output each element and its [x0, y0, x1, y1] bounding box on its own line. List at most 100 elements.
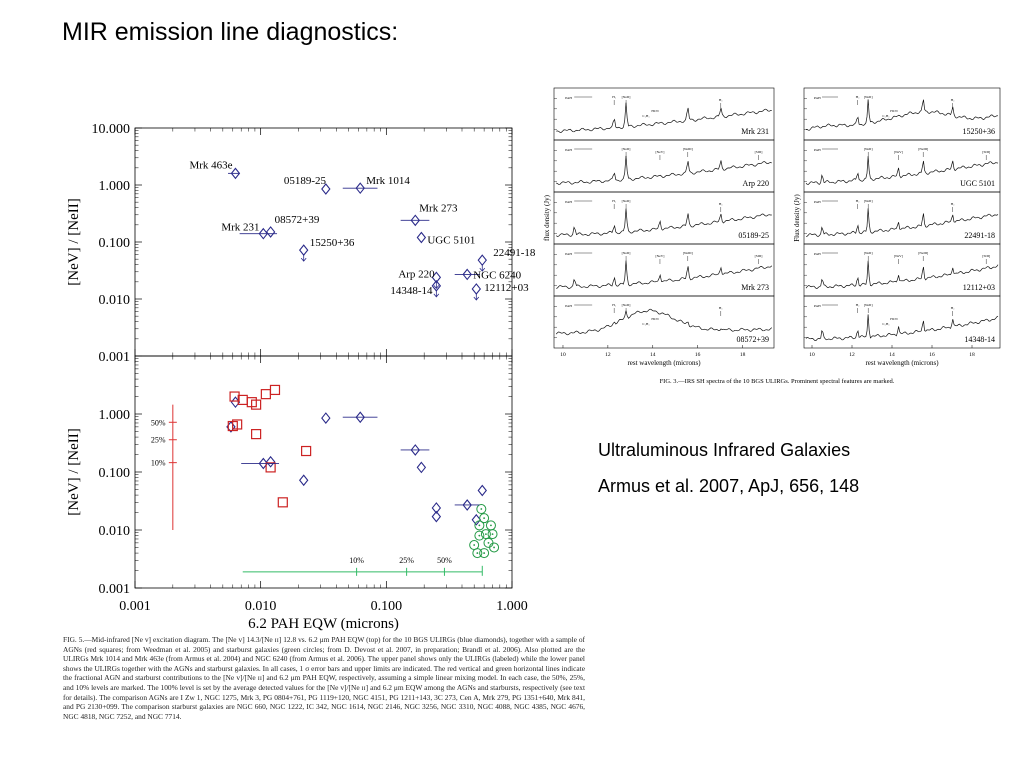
square-marker [251, 399, 262, 410]
starburst-level-label: 50% [437, 556, 452, 565]
feature-label: [SIII] [755, 150, 763, 154]
circle-marker-dot [483, 552, 486, 554]
x-axis-label: 6.2 PAH EQW (microns) [248, 616, 399, 632]
feature-label: PAH [814, 304, 821, 308]
feature-label: PAH [814, 252, 821, 256]
upper-limit-arrow [300, 254, 307, 262]
spectrum-trace [805, 99, 999, 131]
feature-label: PAH [565, 148, 572, 152]
point-label: Mrk 231 [221, 222, 259, 234]
y-tick-label: 1.000 [99, 179, 131, 194]
spectrum-trace [555, 308, 773, 336]
spectrum-galaxy-label: 22491-18 [964, 231, 995, 240]
y-tick-label: 0.010 [99, 293, 131, 308]
circle-marker-dot [473, 544, 476, 546]
feature-label: H₂ [951, 202, 956, 206]
diamond-marker [477, 484, 487, 497]
feature-label: H₂ [856, 95, 861, 99]
diamond-marker [471, 283, 482, 295]
diamond-marker [265, 226, 276, 238]
diamond-marker [265, 455, 276, 468]
upper-limit-arrow [479, 264, 486, 272]
square-marker [251, 429, 262, 440]
agn-level-label: 10% [151, 459, 166, 468]
feature-label: H₂ [719, 98, 724, 102]
spectrum-galaxy-label: Mrk 231 [741, 127, 769, 136]
y-tick-label: 0.100 [99, 236, 131, 251]
spectrum-trace [556, 208, 772, 237]
diamond-marker [321, 183, 331, 195]
feature-label: HCN [651, 317, 659, 321]
point-label: 12112+03 [484, 282, 529, 294]
circle-marker-dot [480, 508, 483, 510]
circle-marker [479, 548, 490, 559]
feature-label: [SIII] [982, 150, 990, 154]
spectra-caption: FIG. 3.—IRS SH spectra of the 10 BGS ULI… [660, 378, 895, 385]
feature-label: H₂ [612, 303, 617, 307]
diamond-marker [410, 214, 420, 227]
excitation-diagram: 10.000 1.000 0.100 0.010 0.001 1.000 0.100 0.01… [66, 122, 536, 632]
feature-label: PAH [814, 148, 821, 152]
y-tick-label: 0.100 [99, 466, 131, 481]
y-tick-label: 0.001 [99, 582, 131, 597]
spectrum-trace [556, 155, 772, 185]
feature-label: C₂H₂ [882, 322, 890, 326]
agn-level-label: 25% [151, 436, 166, 445]
feature-label: H₂ [951, 306, 956, 310]
spectrum-xtick-label: 10 [560, 352, 566, 358]
spectrum-xlabel: rest wavelength (microns) [627, 359, 701, 367]
feature-label: [NeII] [622, 251, 631, 255]
feature-label: [NeII] [622, 147, 631, 151]
circle-marker [474, 530, 485, 541]
diamond-marker [416, 231, 427, 244]
spectrum-ylabel: Flux density (Jy) [793, 194, 801, 242]
spectrum-galaxy-label: 12112+03 [963, 283, 995, 292]
diamond-marker [471, 513, 482, 526]
x-tick-label: 1.000 [496, 599, 528, 614]
spectrum-xtick-label: 18 [740, 352, 746, 358]
point-label: 22491-18 [493, 247, 536, 259]
y-tick-label: 1.000 [99, 408, 131, 423]
point-label: 08572+39 [275, 214, 320, 226]
point-label: Arp 220 [398, 268, 435, 280]
feature-label: PAH [565, 200, 572, 204]
spectrum-xtick-label: 16 [929, 352, 935, 358]
feature-label: HCN [651, 109, 659, 113]
feature-label: HCN [890, 317, 898, 321]
y-tick-label: 10.000 [92, 122, 131, 137]
feature-label: [NeII] [864, 95, 873, 99]
spectrum-galaxy-label: 05189-25 [738, 231, 769, 240]
circle-marker-dot [485, 533, 487, 535]
diamond-marker [355, 411, 365, 424]
y-tick-label: 0.001 [99, 350, 131, 365]
diamond-marker [477, 254, 487, 267]
panel-frame-1 [134, 355, 513, 589]
feature-label: [NeII] [864, 199, 873, 203]
feature-label: [NeII] [864, 147, 873, 151]
feature-label: [NeII] [622, 95, 631, 99]
feature-label: PAH [565, 96, 572, 100]
feature-label: H₂ [951, 98, 956, 102]
circle-marker [476, 504, 487, 515]
x-tick-label: 0.010 [245, 599, 277, 614]
feature-label: [NeIII] [683, 147, 693, 151]
point-label: 15250+36 [310, 237, 355, 249]
diamond-marker [230, 167, 241, 180]
circle-marker [479, 513, 490, 524]
square-marker [229, 391, 240, 402]
diamond-marker [321, 412, 331, 424]
feature-label: H₂ [719, 306, 724, 310]
feature-label: C₂H₂ [642, 322, 650, 326]
spectrum-xtick-label: 10 [809, 352, 815, 358]
feature-label: [NeIII] [918, 251, 928, 255]
reference-title: Ultraluminous Infrared Galaxies [598, 440, 851, 460]
x-tick-label: 0.001 [119, 599, 151, 614]
spectrum-xtick-label: 18 [969, 352, 975, 358]
square-marker [260, 389, 271, 400]
circle-marker-dot [491, 533, 494, 535]
spectrum-xtick-label: 16 [695, 352, 701, 358]
spectrum-galaxy-label: UGC 5101 [960, 179, 995, 188]
point-label: Mrk 1014 [366, 175, 410, 187]
square-marker [265, 462, 276, 473]
spectrum-galaxy-label: 15250+36 [962, 127, 995, 136]
